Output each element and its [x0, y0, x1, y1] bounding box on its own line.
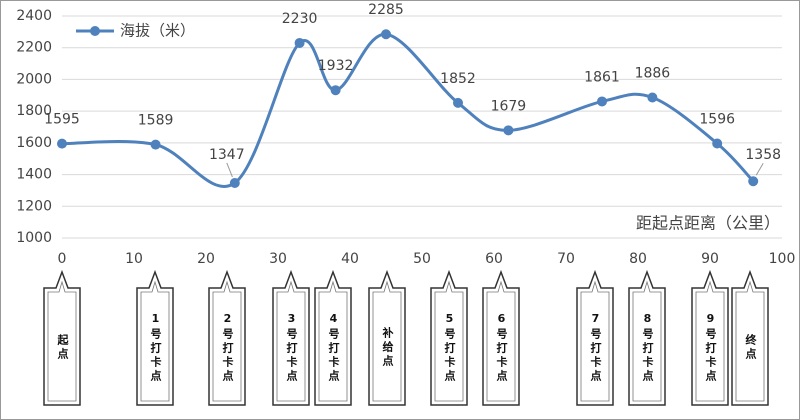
checkpoint-box-inner	[632, 280, 662, 402]
checkpoint-box-inner	[372, 280, 402, 402]
data-point	[330, 85, 341, 96]
checkpoint-label: 9号打卡点	[704, 312, 717, 384]
y-tick-label: 1600	[16, 135, 52, 151]
data-label: 1932	[318, 58, 354, 74]
data-point	[150, 139, 161, 150]
data-point	[294, 37, 305, 48]
data-label: 1589	[138, 113, 174, 129]
checkpoint-label: 6号打卡点	[495, 312, 508, 384]
data-point	[712, 138, 723, 149]
data-point	[503, 125, 514, 136]
checkpoint-box	[272, 269, 310, 406]
checkpoint-box	[430, 269, 468, 406]
x-tick-label: 10	[125, 251, 143, 267]
checkpoint-box	[208, 269, 246, 406]
checkpoint-box-inner	[695, 280, 725, 402]
checkpoint-label: 终点	[744, 334, 757, 362]
checkpoint: 终点	[735, 296, 765, 400]
checkpoint-box	[691, 269, 729, 406]
checkpoint-label: 补给点	[381, 327, 394, 369]
checkpoint-label: 7号打卡点	[589, 312, 602, 384]
data-point	[229, 177, 240, 188]
data-label: 1347	[209, 147, 245, 163]
checkpoint-box	[136, 269, 174, 406]
checkpoint-box	[576, 269, 614, 406]
checkpoint-label: 5号打卡点	[443, 312, 456, 384]
x-tick-label: 30	[269, 251, 287, 267]
checkpoint-box-inner	[486, 280, 516, 402]
legend-label: 海拔（米）	[120, 22, 195, 40]
data-point	[647, 92, 658, 103]
leader-line	[226, 162, 233, 178]
checkpoint: 7号打卡点	[580, 296, 610, 400]
checkpoint-box-inner	[212, 280, 242, 402]
checkpoint: 补给点	[372, 296, 402, 400]
checkpoint-box	[628, 269, 666, 406]
data-label: 2285	[368, 2, 404, 18]
checkpoint-box	[368, 269, 406, 406]
x-tick-label: 90	[701, 251, 719, 267]
legend-marker	[90, 26, 100, 36]
checkpoint-label: 3号打卡点	[285, 312, 298, 384]
checkpoint-label: 4号打卡点	[327, 312, 340, 384]
checkpoint: 6号打卡点	[486, 296, 516, 400]
data-label: 1596	[699, 111, 735, 127]
checkpoint-box-inner	[580, 280, 610, 402]
y-tick-label: 2200	[16, 40, 52, 56]
x-tick-label: 100	[769, 251, 796, 267]
checkpoint-box-inner	[434, 280, 464, 402]
data-point	[748, 176, 759, 187]
checkpoint-label: 2号打卡点	[221, 312, 234, 384]
checkpoint-label: 8号打卡点	[641, 312, 654, 384]
checkpoint-label: 起点	[56, 334, 69, 362]
data-label: 1886	[635, 66, 671, 82]
y-tick-label: 2000	[16, 71, 52, 87]
checkpoint-box-inner	[318, 280, 348, 402]
data-label: 1852	[440, 71, 476, 87]
y-tick-label: 1200	[16, 198, 52, 214]
data-label: 1861	[584, 69, 620, 85]
checkpoint: 起点	[47, 296, 77, 400]
checkpoint-box-inner	[735, 280, 765, 402]
checkpoint-box-inner	[47, 280, 77, 402]
checkpoint: 8号打卡点	[632, 296, 662, 400]
checkpoint-box-inner	[140, 280, 170, 402]
x-tick-label: 0	[58, 251, 67, 267]
data-point	[57, 138, 67, 149]
x-tick-label: 20	[197, 251, 215, 267]
checkpoint: 3号打卡点	[276, 296, 306, 400]
y-tick-label: 1800	[16, 103, 52, 119]
x-tick-label: 50	[413, 251, 431, 267]
y-tick-label: 1000	[16, 230, 52, 246]
checkpoint: 4号打卡点	[318, 296, 348, 400]
data-point	[453, 97, 463, 108]
checkpoint-box-inner	[276, 280, 306, 402]
x-tick-label: 70	[557, 251, 575, 267]
series-line	[61, 32, 755, 188]
checkpoint-box	[43, 269, 81, 406]
checkpoint-box	[731, 269, 769, 406]
data-point	[597, 96, 607, 107]
x-tick-label: 40	[341, 251, 359, 267]
y-tick-label: 2400	[16, 8, 52, 24]
data-point	[381, 29, 391, 40]
data-label: 1679	[491, 98, 527, 114]
checkpoint: 5号打卡点	[434, 296, 464, 400]
leader-line	[755, 162, 764, 176]
checkpoint: 9号打卡点	[695, 296, 725, 400]
checkpoint: 2号打卡点	[212, 296, 242, 400]
data-label: 1595	[44, 112, 80, 128]
checkpoint-box	[482, 269, 520, 406]
checkpoint-box	[314, 269, 352, 406]
data-label: 1358	[745, 147, 781, 163]
checkpoint-label: 1号打卡点	[149, 312, 162, 384]
checkpoint: 1号打卡点	[140, 296, 170, 400]
y-tick-label: 1400	[16, 167, 52, 183]
data-label: 2230	[282, 11, 318, 27]
x-axis-title: 距起点距离（公里）	[636, 214, 780, 233]
x-tick-label: 80	[629, 251, 647, 267]
x-tick-label: 60	[485, 251, 503, 267]
